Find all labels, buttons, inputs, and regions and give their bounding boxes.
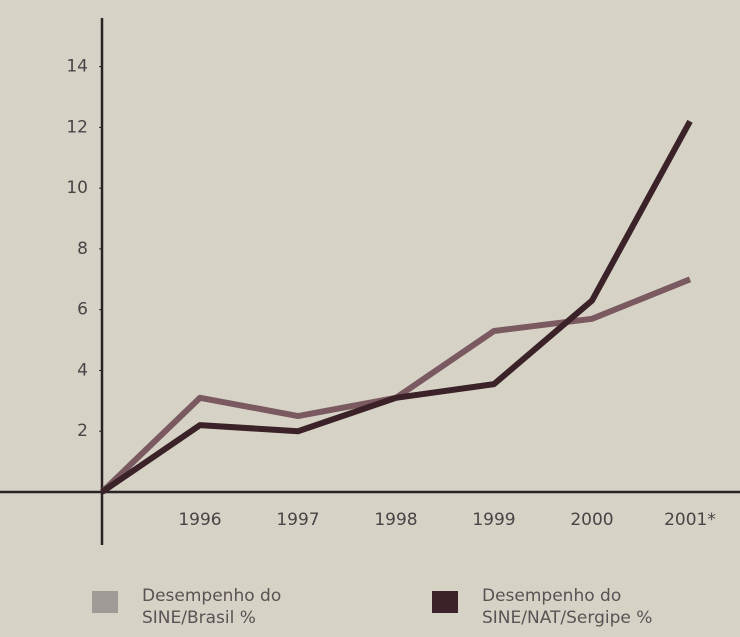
legend-item: Desempenho do SINE/Brasil %: [92, 585, 342, 629]
x-tick-label: 2001*: [664, 510, 716, 530]
y-tick-label: 10: [66, 178, 88, 198]
y-tick-label: 14: [66, 57, 88, 77]
y-tick-label: 12: [66, 117, 88, 137]
x-tick-label: 2000: [570, 510, 613, 530]
x-tick-label: 1998: [374, 510, 417, 530]
legend-swatch: [92, 591, 118, 613]
y-tick-label: 2: [77, 421, 88, 441]
chart: 2 4 6 8 10 12 14 1996 1997 1998 1999 2000 2001*: [0, 18, 740, 545]
y-tick-label: 8: [77, 239, 88, 259]
x-tick-label: 1996: [178, 510, 221, 530]
y-tick-label: 6: [77, 300, 88, 320]
x-tick-label: 1999: [472, 510, 515, 530]
x-tick-label: 1997: [276, 510, 319, 530]
legend-label: Desempenho do SINE/Brasil %: [142, 586, 282, 628]
legend-item: Desempenho do SINE/NAT/Sergipe %: [432, 585, 722, 629]
series-line: [99, 276, 692, 495]
legend-swatch: [432, 591, 458, 613]
y-tick-label: 4: [77, 360, 88, 380]
series-line: [100, 119, 693, 495]
legend-label: Desempenho do SINE/NAT/Sergipe %: [482, 586, 653, 628]
